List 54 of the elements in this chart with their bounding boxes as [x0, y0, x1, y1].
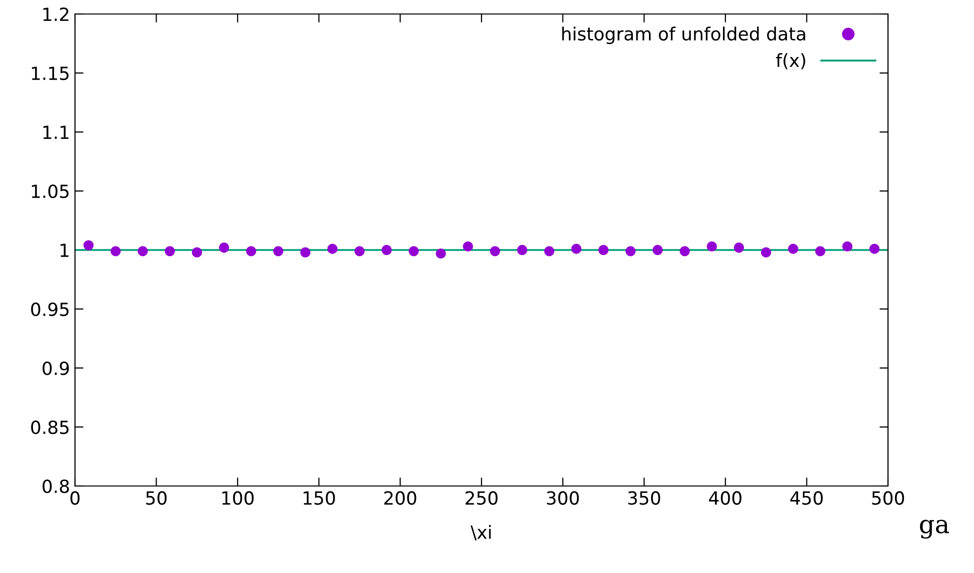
point [462, 241, 474, 252]
point [138, 246, 148, 256]
point [517, 244, 528, 256]
x-tick-label: 100 [222, 491, 254, 505]
y-tick-label: 0.85 [31, 420, 69, 434]
point [300, 247, 310, 258]
point [869, 244, 880, 254]
point [83, 240, 94, 250]
legend-label: f(x) [776, 53, 806, 70]
point [490, 246, 500, 256]
y-tick-label: 1.2 [43, 7, 68, 21]
point [110, 246, 121, 256]
x-tick-label: 150 [304, 491, 335, 505]
point [571, 244, 582, 254]
point [598, 244, 609, 256]
y-tick-label: 1.1 [43, 126, 68, 139]
point [164, 246, 175, 256]
x-tick-label: 250 [466, 491, 498, 505]
point [273, 246, 284, 256]
y-tick-label: 1.15 [32, 66, 69, 80]
y-tick-label: 1 [60, 244, 68, 257]
point [354, 246, 365, 256]
x-tick-label: 200 [384, 491, 416, 505]
x-tick-label: 400 [709, 491, 742, 505]
point [734, 242, 744, 253]
point [625, 246, 636, 256]
point [408, 246, 419, 256]
x-tick-label: 0 [70, 491, 80, 505]
point [246, 246, 256, 256]
point [680, 246, 690, 256]
point [218, 242, 230, 253]
point [842, 241, 852, 252]
x-tick-label: 350 [628, 491, 660, 505]
x-axis-title: \xi [470, 525, 491, 540]
x-tick-label: 450 [790, 491, 823, 505]
point [815, 246, 826, 256]
y-tick-label: 0.9 [42, 361, 69, 376]
point [327, 244, 338, 254]
y-tick-label: 1.05 [32, 184, 69, 198]
point [788, 244, 798, 254]
y-tick-label: 0.8 [42, 479, 69, 494]
y-tick-label: 0.95 [31, 302, 69, 316]
x-tick-label: 500 [872, 491, 904, 505]
x-tick-label: 50 [146, 491, 167, 505]
x-tick-label: 300 [546, 491, 579, 505]
point [652, 244, 663, 256]
point [706, 241, 717, 252]
legend-label: histogram of unfolded data [562, 26, 806, 44]
point [436, 248, 446, 259]
point [544, 246, 554, 256]
text: ga [920, 520, 949, 539]
point [192, 247, 202, 258]
point [382, 244, 392, 256]
point [760, 247, 772, 258]
